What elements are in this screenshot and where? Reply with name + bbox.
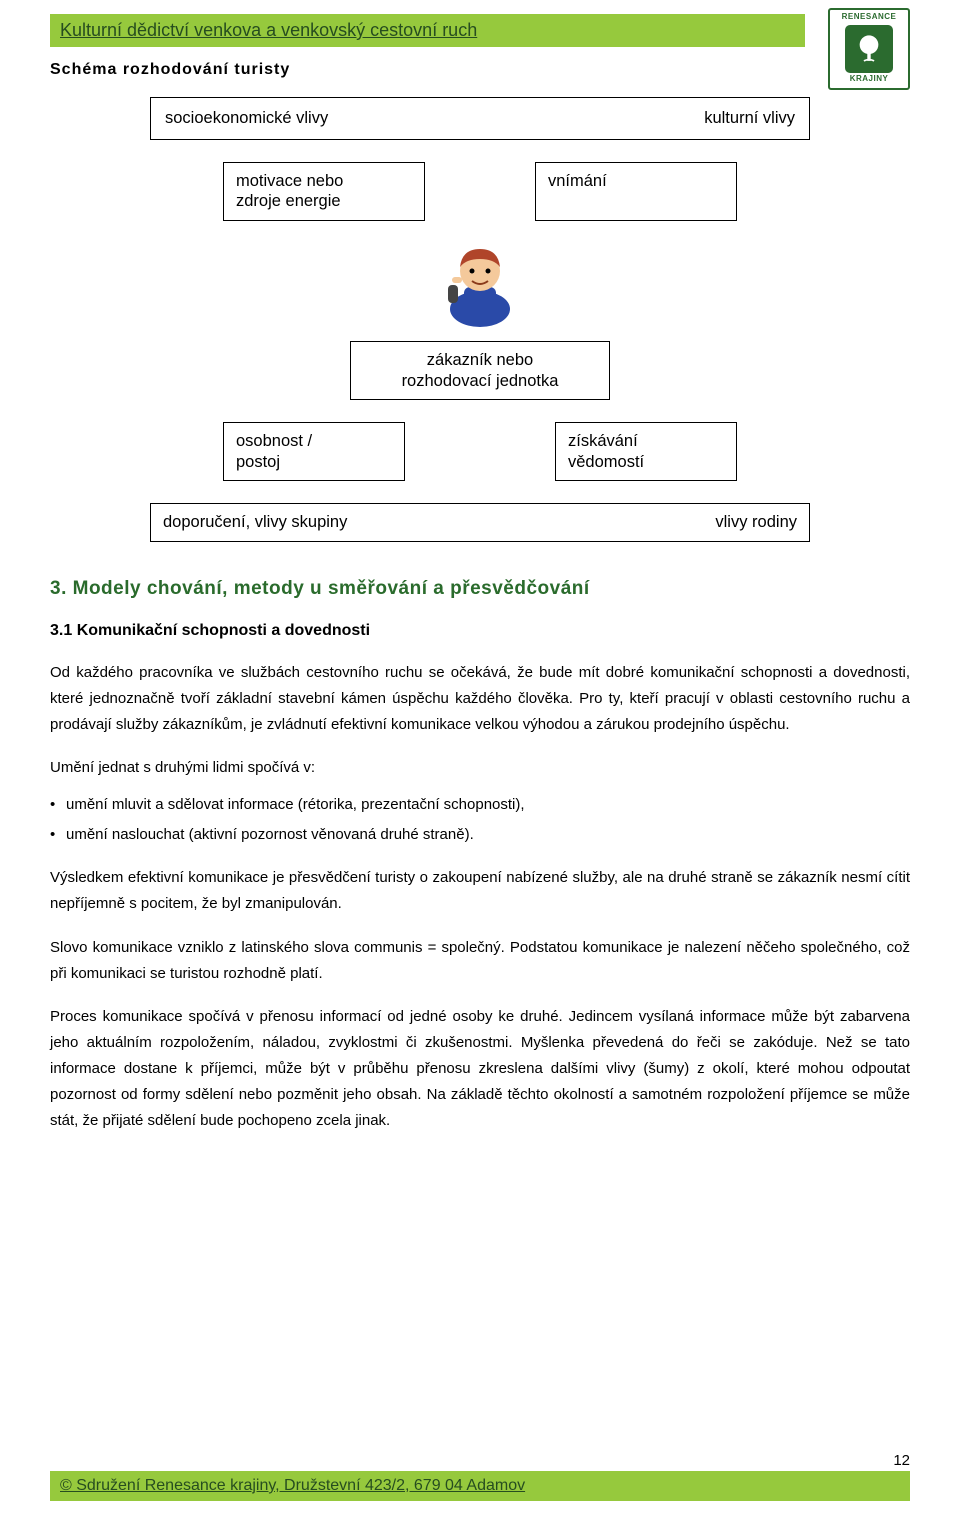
diagram-row2-right-label: vnímání — [548, 172, 607, 190]
person-icon — [432, 237, 528, 333]
diagram-row2-left: motivace nebo zdroje energie — [223, 162, 425, 221]
section-title: 3. Modely chování, metody u směřování a … — [50, 578, 910, 600]
page-number: 12 — [50, 1452, 910, 1469]
para3: Slovo komunikace vzniklo z latinského sl… — [50, 935, 910, 987]
diagram-row4-right-l1: získávání — [568, 432, 638, 450]
logo-text-bottom: KRAJINY — [850, 75, 889, 84]
subsection-title: 3.1 Komunikační schopnosti a dovednosti — [50, 622, 910, 640]
diagram-row2-right: vnímání — [535, 162, 737, 221]
diagram-row1-left: socioekonomické vlivy — [165, 108, 328, 129]
bullet-list: umění mluvit a sdělovat informace (rétor… — [50, 793, 910, 847]
diagram-row5-left: doporučení, vlivy skupiny — [163, 512, 347, 533]
diagram-row1: socioekonomické vlivy kulturní vlivy — [150, 97, 810, 140]
bullet-item: umění naslouchat (aktivní pozornost věno… — [50, 823, 910, 847]
bullet-item: umění mluvit a sdělovat informace (rétor… — [50, 793, 910, 817]
para4: Proces komunikace spočívá v přenosu info… — [50, 1004, 910, 1133]
diagram-row1-right: kulturní vlivy — [704, 108, 795, 129]
footer-bar: © Sdružení Renesance krajiny, Družstevní… — [50, 1471, 910, 1501]
para2: Výsledkem efektivní komunikace je přesvě… — [50, 865, 910, 917]
diagram-row4-right: získávání vědomostí — [555, 422, 737, 481]
subtitle: Schéma rozhodování turisty — [50, 61, 910, 79]
diagram-row4-right-l2: vědomostí — [568, 453, 644, 471]
logo: RENESANCE KRAJINY — [828, 8, 910, 90]
footer: 12 © Sdružení Renesance krajiny, Družste… — [50, 1452, 910, 1501]
diagram-row5-right: vlivy rodiny — [715, 512, 797, 533]
logo-text-top: RENESANCE — [842, 13, 897, 22]
header-bar: Kulturní dědictví venkova a venkovský ce… — [50, 14, 805, 47]
diagram-center-l2: rozhodovací jednotka — [402, 372, 559, 390]
diagram-row2-left-l1: motivace nebo — [236, 172, 343, 190]
lead: Umění jednat s druhými lidmi spočívá v: — [50, 755, 910, 781]
diagram-row4-left: osobnost / postoj — [223, 422, 405, 481]
diagram: socioekonomické vlivy kulturní vlivy mot… — [50, 97, 910, 542]
para1: Od každého pracovníka ve službách cestov… — [50, 660, 910, 737]
diagram-center: zákazník nebo rozhodovací jednotka — [350, 341, 610, 400]
diagram-row2-left-l2: zdroje energie — [236, 192, 341, 210]
diagram-row4-left-l2: postoj — [236, 453, 280, 471]
header-title: Kulturní dědictví venkova a venkovský ce… — [60, 20, 477, 40]
diagram-center-l1: zákazník nebo — [427, 351, 533, 369]
diagram-row5: doporučení, vlivy skupiny vlivy rodiny — [150, 503, 810, 542]
tree-icon — [845, 25, 893, 73]
diagram-row4-left-l1: osobnost / — [236, 432, 312, 450]
